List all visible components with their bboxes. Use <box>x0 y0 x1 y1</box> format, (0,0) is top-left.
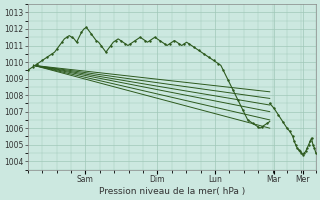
X-axis label: Pression niveau de la mer( hPa ): Pression niveau de la mer( hPa ) <box>99 187 245 196</box>
